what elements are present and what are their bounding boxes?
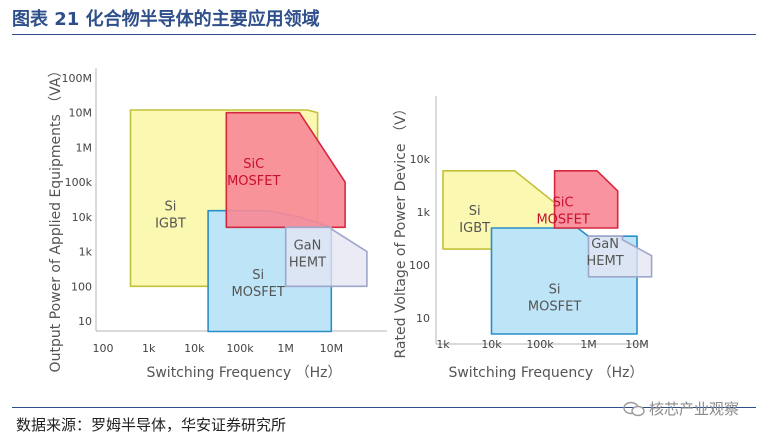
y-tick-label: 1M <box>76 141 93 154</box>
region-label: SiC <box>243 157 264 172</box>
watermark-text: 核芯产业观察 <box>648 400 739 418</box>
title-rule <box>12 34 756 35</box>
x-tick-label: 10k <box>481 338 502 351</box>
x-tick-label: 1M <box>580 338 597 351</box>
y-tick-label: 10M <box>69 107 93 120</box>
watermark: 核芯产业观察 <box>623 398 739 419</box>
x-tick-label: 1M <box>277 342 294 355</box>
x-tick-label: 10M <box>625 338 649 351</box>
region-label: GaN <box>294 239 322 254</box>
region-label: MOSFET <box>528 299 581 314</box>
figure-title: 图表 21 化合物半导体的主要应用领域 <box>12 9 320 30</box>
x-axis-label: Switching Frequency （Hz） <box>448 365 643 381</box>
y-tick-label: 1k <box>79 246 93 259</box>
region-label: SiC <box>553 195 574 210</box>
region-label: IGBT <box>155 217 186 232</box>
source-rule <box>12 407 756 408</box>
x-tick-label: 10M <box>320 342 344 355</box>
y-tick-label: 10 <box>78 315 92 328</box>
region-label: MOSFET <box>232 285 285 300</box>
y-axis-label: Rated Voltage of Power Device （V） <box>393 101 409 358</box>
chart-1: Si IGBT Si MOSFET SiC MOSFET GaN HEMT 100 1k 10k 10… <box>48 64 387 381</box>
y-tick-label: 10k <box>72 211 93 224</box>
region-label: Si <box>469 204 481 219</box>
x-tick-label: 10k <box>184 342 205 355</box>
y-tick-label: 10k <box>410 153 431 166</box>
region-label: HEMT <box>289 256 326 271</box>
region-label: HEMT <box>587 254 624 269</box>
region-sic-mosfet <box>553 170 619 229</box>
y-tick-label: 100 <box>409 259 430 272</box>
region-label: MOSFET <box>227 174 280 189</box>
y-tick-label: 100M <box>62 72 93 85</box>
y-tick-label: 10 <box>416 312 430 325</box>
region-label: GaN <box>591 237 619 252</box>
x-tick-label: 100 <box>93 342 114 355</box>
y-axis-label: Output Power of Applied Equipments （VA） <box>48 64 64 373</box>
y-tick-label: 1k <box>417 206 431 219</box>
region-gan-hemt <box>587 235 653 278</box>
y-tick-label: 100k <box>65 176 93 189</box>
x-tick-label: 100k <box>526 338 554 351</box>
region-label: IGBT <box>459 221 490 236</box>
region-label: Si <box>549 282 561 297</box>
x-tick-label: 1k <box>142 342 156 355</box>
region-label: MOSFET <box>536 212 589 227</box>
region-label: Si <box>165 200 177 215</box>
x-tick-label: 1k <box>436 338 450 351</box>
region-gan-hemt <box>284 226 368 288</box>
x-axis-label: Switching Frequency （Hz） <box>146 365 341 381</box>
source-note: 数据来源：罗姆半导体，华安证券研究所 <box>16 416 287 434</box>
y-tick-label: 100 <box>71 280 92 293</box>
region-label: Si <box>252 268 264 283</box>
x-tick-label: 100k <box>226 342 254 355</box>
wechat-icon <box>623 401 645 416</box>
